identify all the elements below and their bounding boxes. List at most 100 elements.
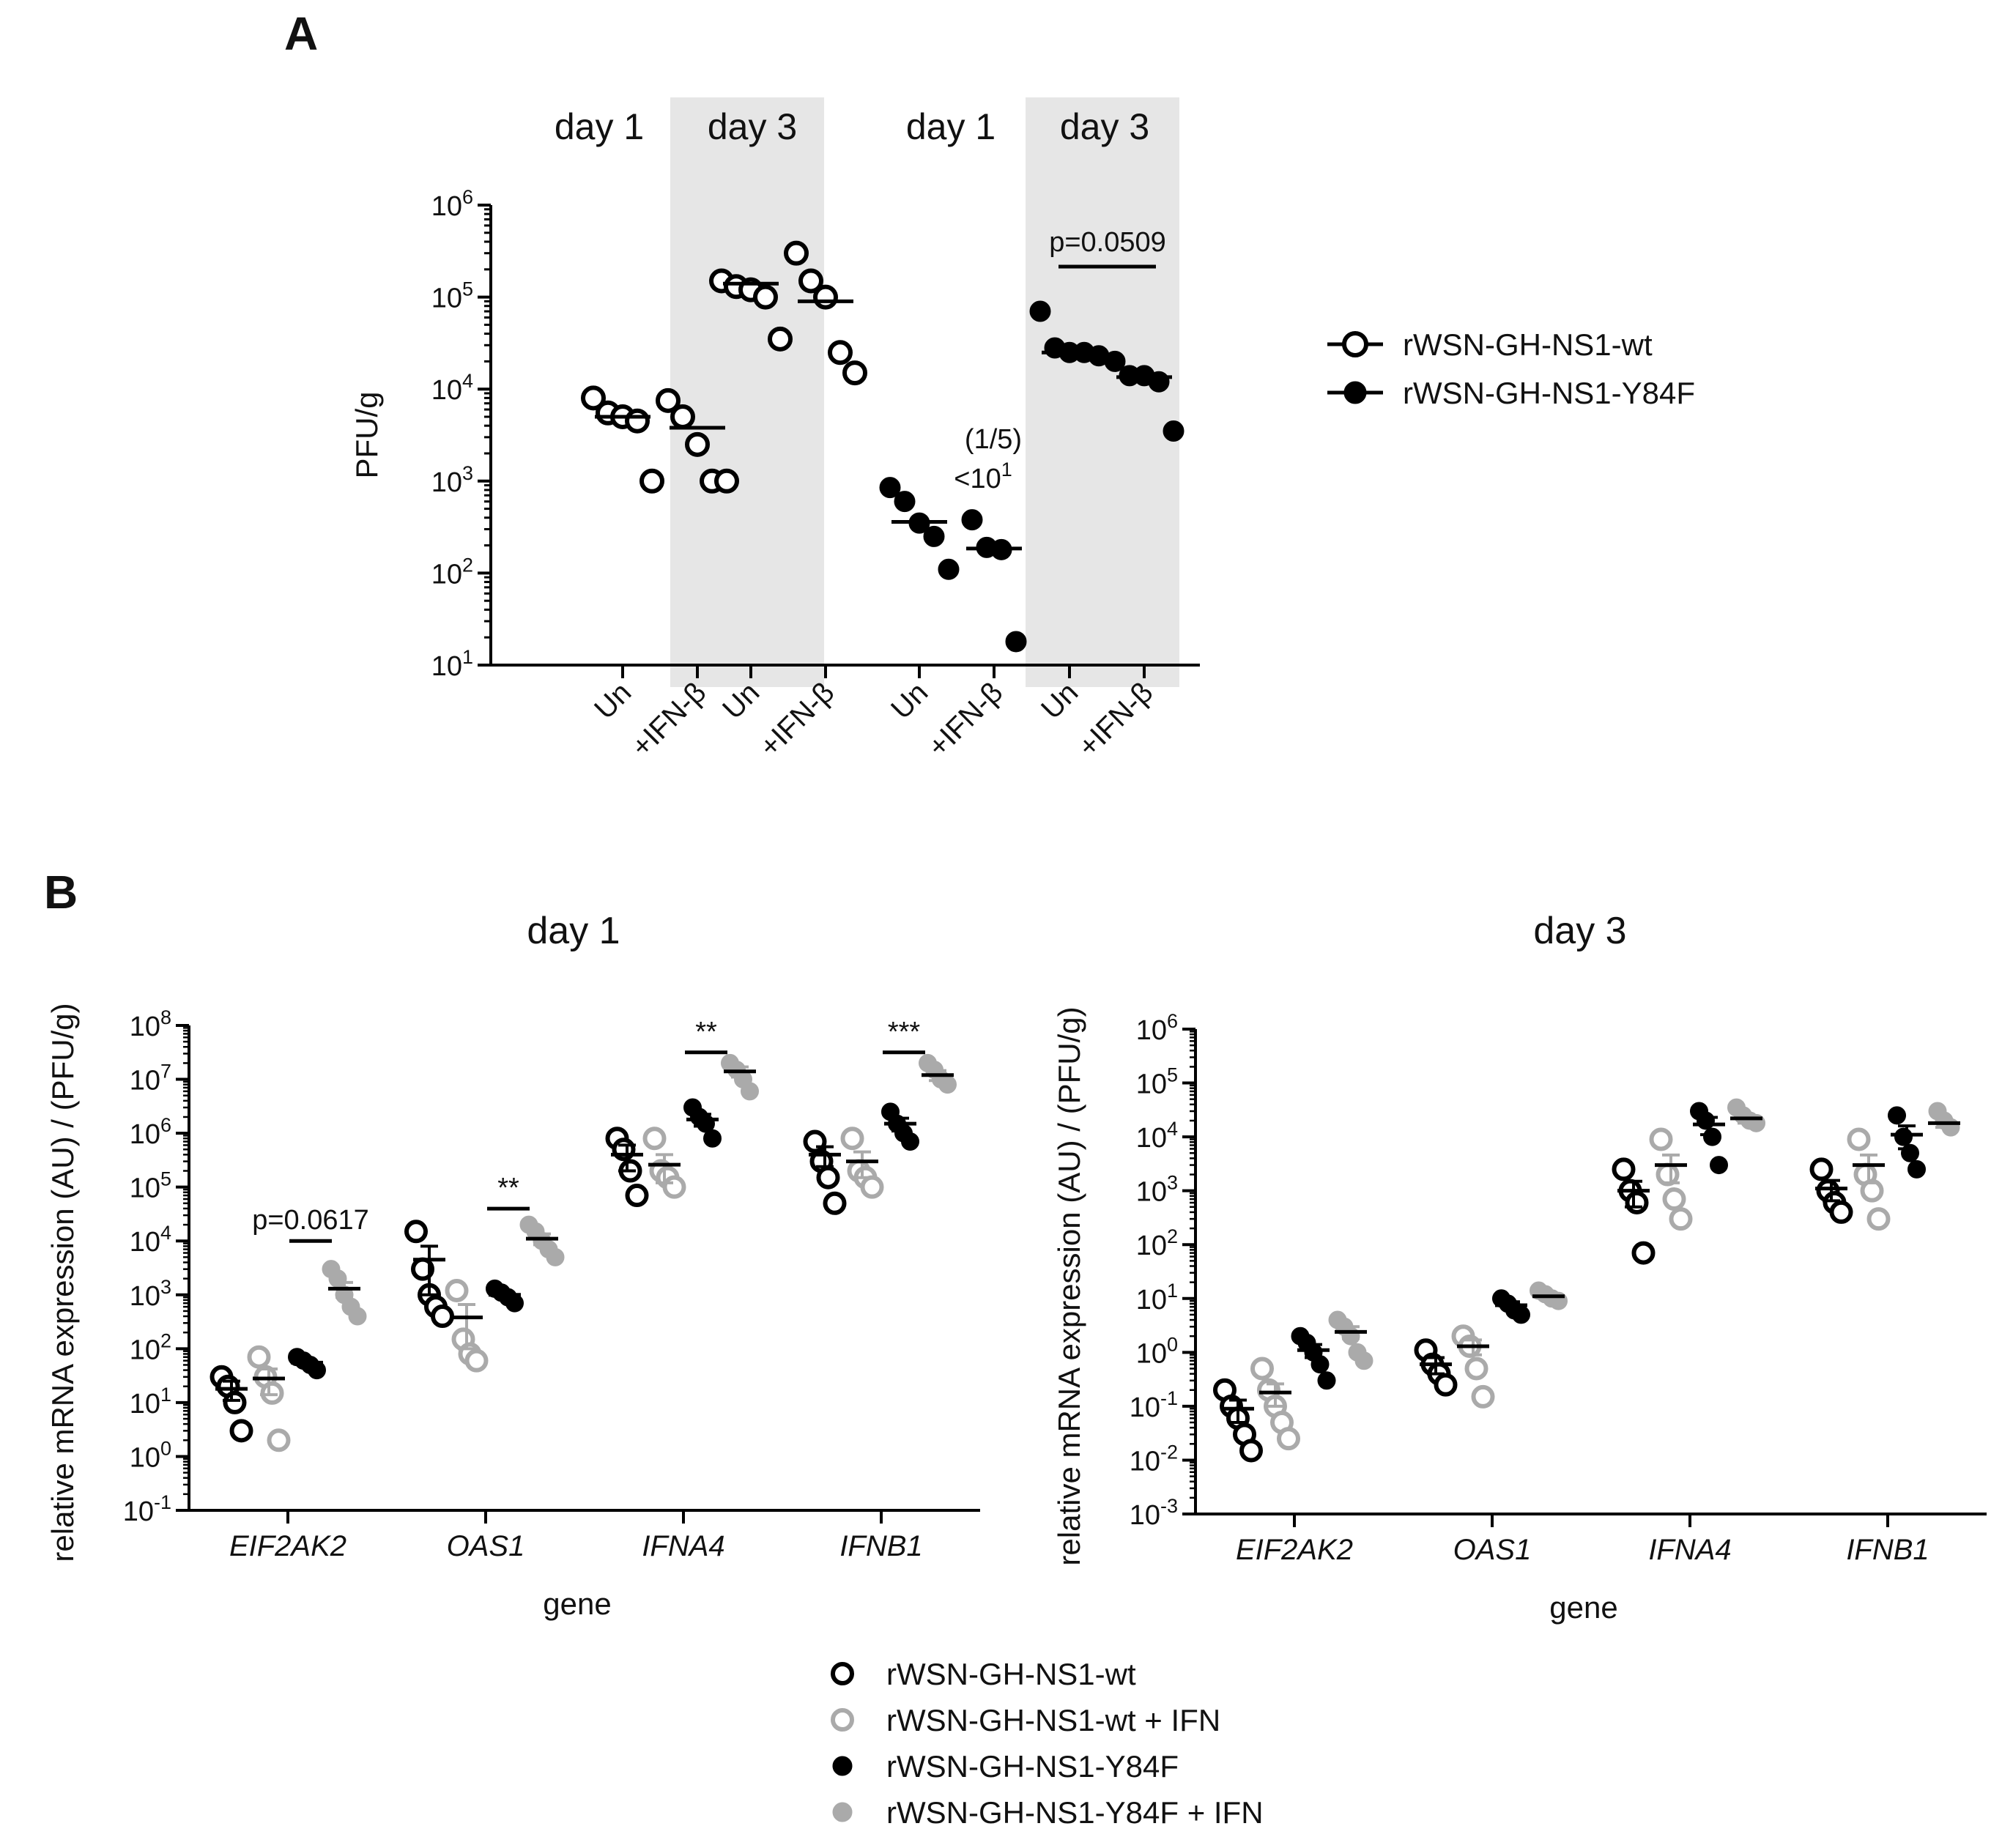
panel-a-label: A (284, 7, 318, 60)
y-tick-label-exp: 1 (462, 646, 473, 668)
data-point (1005, 631, 1027, 653)
data-point (1710, 1156, 1728, 1175)
data-point (625, 1184, 649, 1208)
y-tick-label-exp: 3 (1167, 1172, 1178, 1194)
data-point (546, 1247, 565, 1266)
data-point (445, 1278, 469, 1302)
y-tick-label-base: 10 (431, 375, 462, 406)
y-tick-label-exp: 3 (160, 1276, 171, 1298)
y-tick-label-exp: 2 (1167, 1225, 1178, 1247)
data-point (1625, 1190, 1649, 1214)
y-tick-label: 102 (1136, 1225, 1178, 1261)
y-tick-label-base: 10 (431, 467, 462, 498)
gene-label: IFNB1 (1846, 1534, 1929, 1566)
y-tick-label-base: 10 (130, 1442, 160, 1473)
y-tick-label: 100 (130, 1437, 171, 1473)
data-point (938, 558, 960, 580)
data-point (267, 1428, 291, 1452)
y-tick-label-exp: 2 (160, 1329, 171, 1351)
data-point (784, 240, 809, 266)
data-point (404, 1220, 428, 1244)
data-point (1354, 1351, 1373, 1370)
y-tick-label-base: 10 (431, 559, 462, 590)
data-point (901, 1132, 919, 1151)
data-point (840, 1127, 864, 1151)
legend-marker (1343, 381, 1367, 404)
data-point (741, 1082, 759, 1101)
data-point (1464, 1357, 1488, 1381)
data-point (639, 468, 664, 494)
shade-day3-wt (670, 97, 824, 687)
y-tick-label-exp: 1 (1167, 1280, 1178, 1302)
y-tick-label-exp: -2 (1160, 1441, 1178, 1463)
data-point (961, 509, 983, 531)
y-tick-label: 10-2 (1130, 1441, 1178, 1477)
legend-marker (832, 1802, 853, 1822)
y-tick-label-base: 10 (1130, 1500, 1160, 1531)
y-tick-label-base: 10 (130, 1227, 160, 1258)
gene-label: IFNA4 (642, 1530, 724, 1562)
data-point (1894, 1127, 1913, 1146)
y-tick-label-base: 10 (1136, 1177, 1167, 1208)
data-point (662, 1175, 686, 1199)
data-point (1471, 1384, 1495, 1409)
data-point (1434, 1373, 1458, 1397)
y-tick-label: 108 (130, 1006, 171, 1042)
y-tick-label: 103 (431, 462, 473, 498)
data-point (1697, 1111, 1715, 1130)
data-point (1829, 1200, 1853, 1224)
legend-label: rWSN-GH-NS1-wt (886, 1657, 1136, 1691)
x-axis-label: gene (543, 1587, 611, 1621)
data-point (1847, 1127, 1871, 1151)
data-point (1703, 1127, 1721, 1146)
y-tick-label-exp: -3 (1160, 1495, 1178, 1517)
y-tick-label-base: 10 (130, 1173, 160, 1204)
y-tick-label: 102 (130, 1329, 171, 1365)
data-point (1901, 1143, 1919, 1162)
data-point (1239, 1439, 1263, 1463)
data-point (1860, 1179, 1884, 1203)
data-point (642, 1127, 667, 1151)
shade-day3-y84f (1026, 97, 1179, 687)
data-point (260, 1381, 284, 1405)
data-point (894, 491, 916, 513)
data-point (223, 1390, 247, 1414)
data-point (798, 268, 823, 294)
y-tick-label: 105 (1136, 1064, 1178, 1100)
x-category-label: Un (588, 676, 637, 725)
y-tick-label-exp: 2 (462, 554, 473, 576)
y-tick-label: 10-1 (1130, 1387, 1178, 1423)
y-tick-label: 106 (1136, 1010, 1178, 1046)
data-point (431, 1305, 454, 1329)
censor-label-2: <101 (954, 459, 1012, 494)
data-point (656, 387, 681, 413)
y-tick-label-exp: 4 (1167, 1118, 1178, 1140)
y-tick-label-base: 10 (130, 1335, 160, 1365)
chart-title: day 3 (1533, 910, 1626, 952)
y-tick-label: 106 (431, 186, 473, 222)
y-tick-label: 103 (130, 1276, 171, 1312)
significance-label: *** (888, 1017, 921, 1047)
y-tick-label-base: 10 (130, 1281, 160, 1312)
y-tick-label-base: 10 (1136, 1231, 1167, 1261)
y-tick-label-exp: 7 (160, 1061, 171, 1083)
data-point (879, 477, 901, 499)
significance-label: ** (695, 1017, 717, 1047)
data-point (1148, 371, 1170, 393)
y-tick-label-base: 10 (431, 191, 462, 222)
legend-marker (831, 1662, 854, 1685)
gene-label: EIF2AK2 (1236, 1534, 1353, 1566)
data-point (842, 360, 867, 386)
data-point (1656, 1162, 1680, 1187)
y-tick-label-exp: 4 (160, 1222, 171, 1244)
legend-label: rWSN-GH-NS1-wt (1403, 327, 1653, 362)
data-point (670, 404, 695, 430)
data-point (753, 284, 778, 310)
y-tick-label: 100 (1136, 1333, 1178, 1369)
data-point (1908, 1159, 1926, 1179)
y-tick-label-exp: -1 (1160, 1387, 1178, 1409)
y-axis-label: relative mRNA expression (AU) / (PFU/g) (45, 1003, 80, 1562)
data-point (1277, 1427, 1300, 1451)
y-tick-label: 105 (431, 278, 473, 314)
